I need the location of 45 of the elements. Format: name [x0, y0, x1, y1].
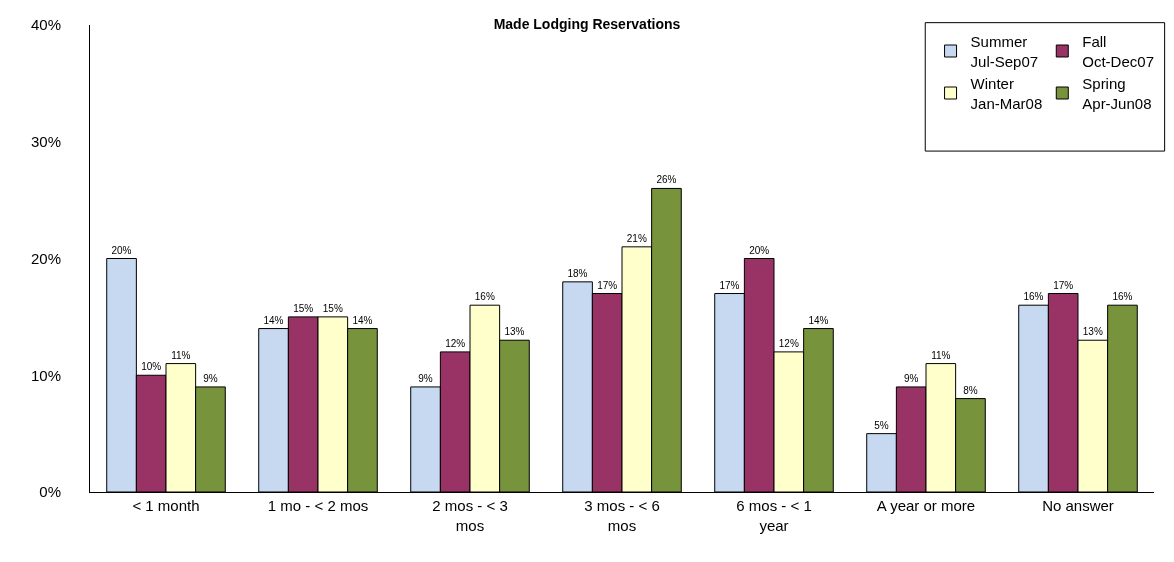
data-label: 11% [931, 349, 951, 361]
x-tick-label: 2 mos - < 3 mos [432, 497, 508, 534]
data-label: 8% [963, 384, 978, 396]
data-label: 20% [111, 244, 132, 256]
data-label: 11% [171, 349, 191, 361]
data-label: 17% [719, 279, 740, 291]
data-label: 17% [1053, 279, 1074, 291]
x-tick-label: < 1 month [132, 497, 200, 514]
data-label: 13% [1082, 326, 1103, 338]
y-tick-label: 40% [30, 16, 61, 34]
data-label: 26% [656, 174, 677, 186]
data-label: 10% [141, 361, 162, 373]
legend-label: Summer Jul-Sep07 [970, 33, 1039, 70]
data-label: 12% [778, 337, 799, 349]
x-tick-label: No answer [1042, 497, 1114, 514]
data-label: 20% [749, 244, 770, 256]
legend-label: Fall Oct-Dec07 [1082, 33, 1154, 70]
data-label: 21% [626, 232, 647, 244]
data-label: 5% [874, 419, 889, 431]
data-label: 9% [903, 372, 919, 384]
y-tick-label: 30% [30, 133, 61, 150]
data-label: 13% [504, 326, 525, 338]
data-label: 14% [352, 314, 373, 326]
data-label: 16% [1023, 291, 1044, 303]
data-label: 14% [263, 314, 284, 326]
data-label: 17% [597, 279, 618, 291]
legend-label: Spring Apr-Jun08 [1082, 75, 1152, 112]
x-tick-label: 1 mo - < 2 mos [267, 497, 369, 514]
chart-title: Made Lodging Reservations [493, 16, 681, 33]
data-label: 12% [445, 337, 466, 349]
data-label: 15% [322, 302, 343, 314]
data-label: 9% [203, 372, 218, 384]
y-tick-label: 0% [39, 483, 61, 501]
data-label: 18% [567, 267, 588, 279]
legend-label: Winter Jan-Mar08 [970, 75, 1043, 112]
data-label: 16% [1112, 291, 1133, 303]
x-tick-label: 6 mos - < 1 year [736, 497, 812, 534]
data-label: 16% [474, 291, 495, 303]
data-label: 14% [808, 314, 829, 326]
x-tick-label: A year or more [876, 497, 976, 514]
data-label: 15% [293, 302, 314, 314]
data-label: 9% [418, 372, 433, 384]
y-tick-label: 20% [30, 249, 61, 267]
y-tick-label: 10% [30, 366, 61, 384]
x-tick-label: 3 mos - < 6 mos [584, 497, 660, 534]
